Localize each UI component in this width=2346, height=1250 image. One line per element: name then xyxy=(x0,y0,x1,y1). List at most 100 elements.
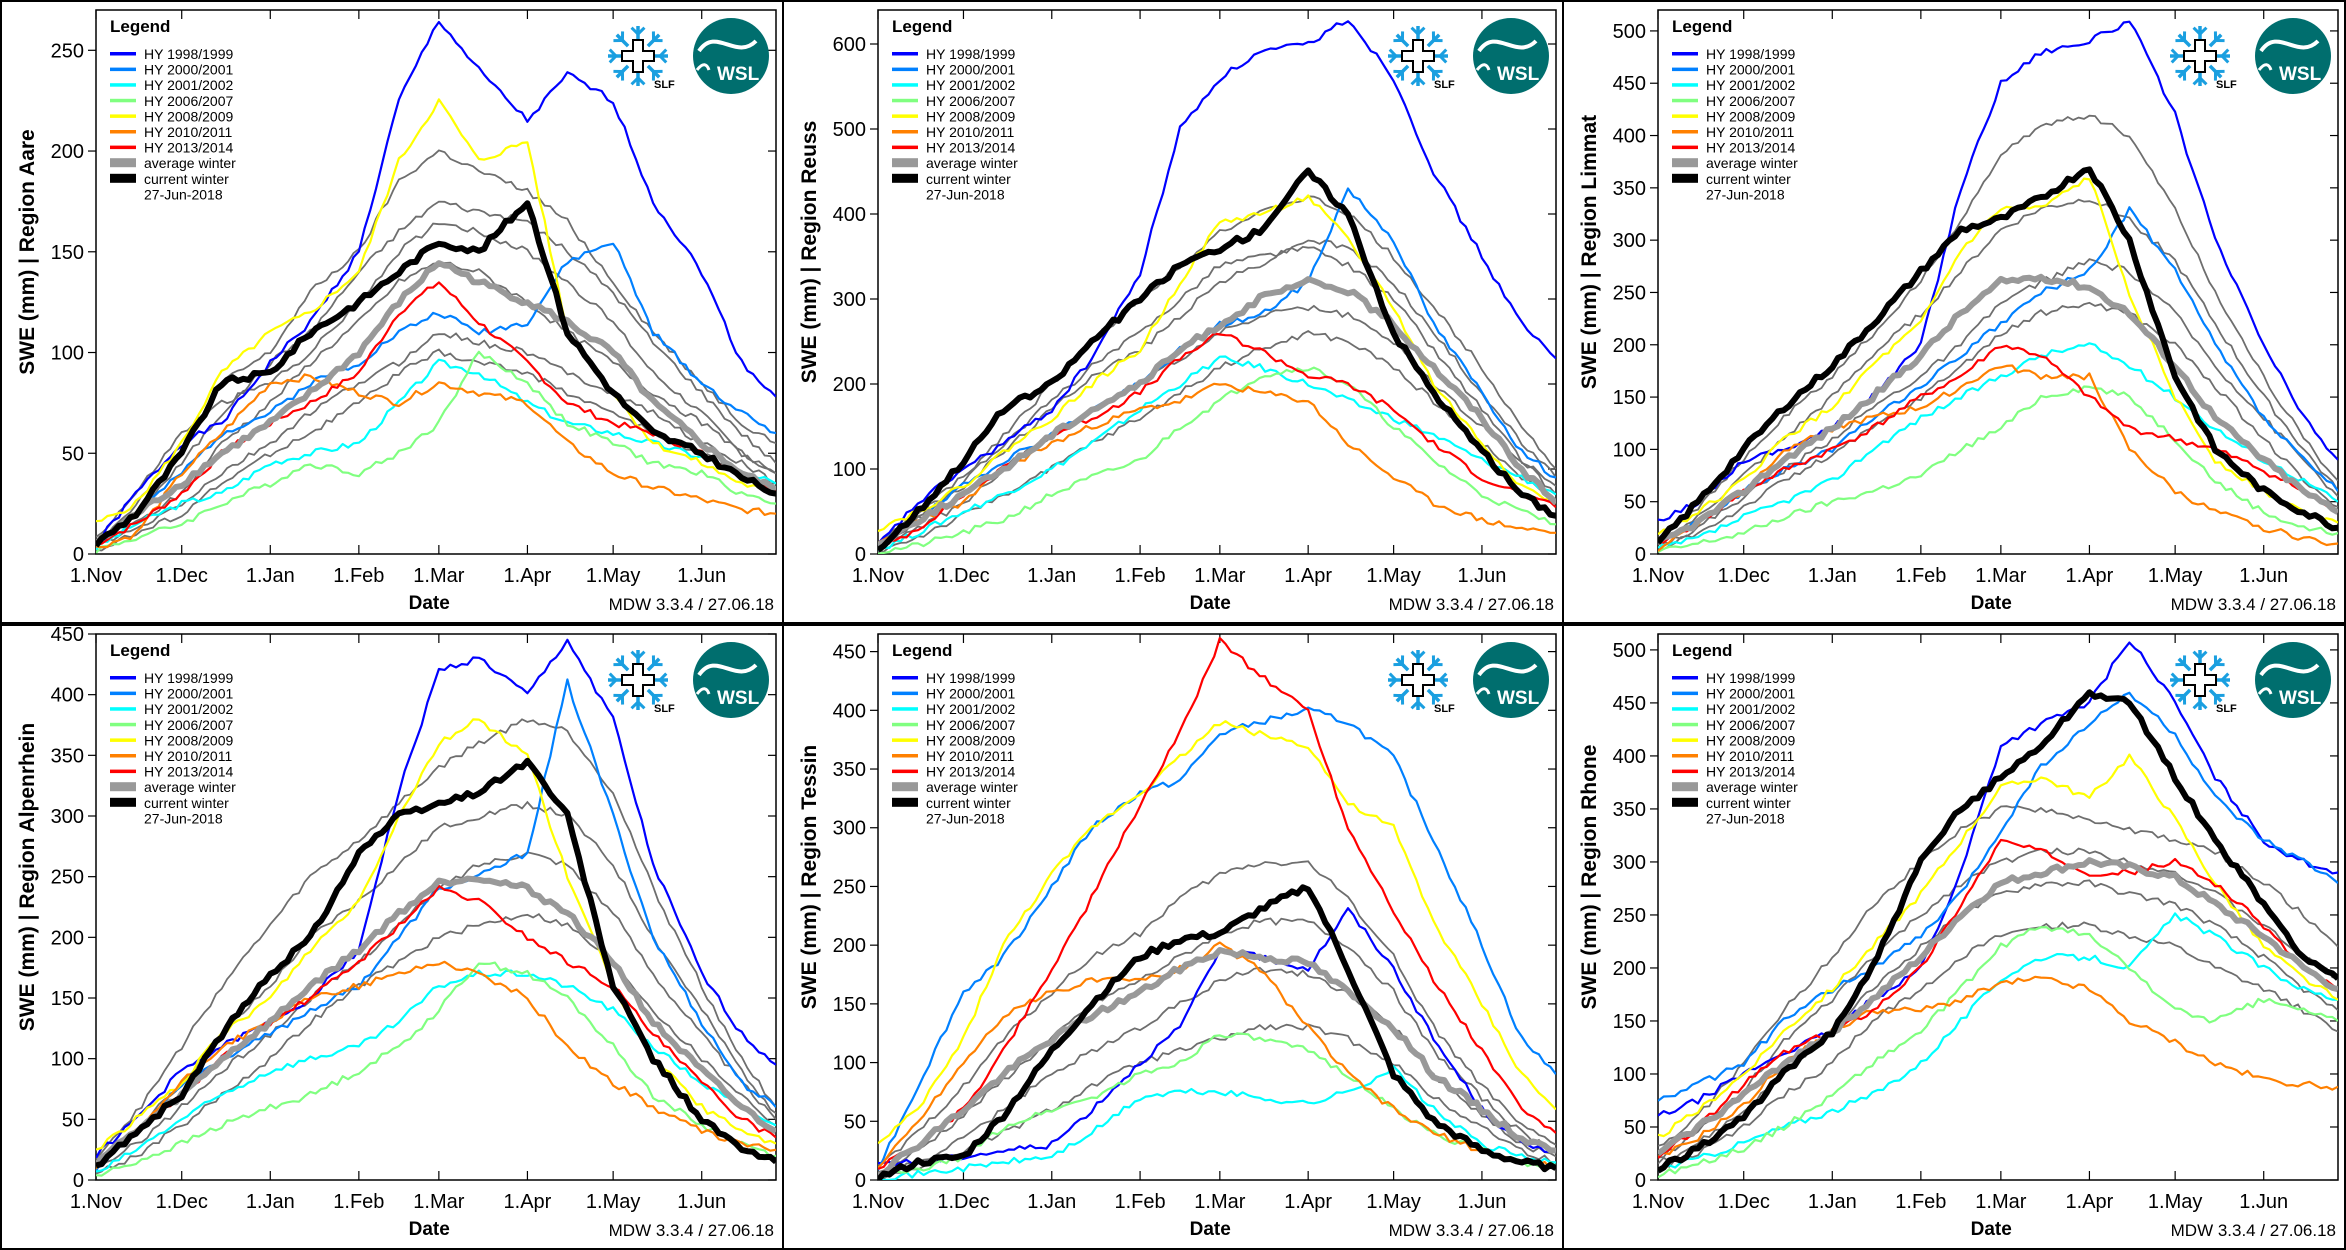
series-line-other-year xyxy=(1658,921,2338,1171)
legend-title: Legend xyxy=(1672,641,1732,660)
x-tick-label: 1.Feb xyxy=(1115,1191,1166,1213)
legend-swatch-hy-2006-2007 xyxy=(110,722,136,727)
legend-swatch-hy-2013-2014 xyxy=(110,769,136,774)
legend-swatch-hy-2000-2001 xyxy=(110,67,136,72)
x-tick-label: 1.Jan xyxy=(246,1191,295,1213)
y-tick-label: 200 xyxy=(833,935,866,957)
series-line-other-year xyxy=(96,222,776,538)
slf-logo-text: SLF xyxy=(2216,79,2237,91)
x-tick-label: 1.Jun xyxy=(1457,565,1506,587)
series-line-other-year xyxy=(96,261,776,542)
series-line-average-winter xyxy=(96,875,776,1167)
legend-swatch-hy-2010-2011 xyxy=(892,130,918,134)
chart-svg: 0 50 100 150 200 250 SWE (mm) | Region Aare 1.N… xyxy=(16,9,777,614)
plot-frame xyxy=(95,633,777,1181)
legend-date-note: 27-Jun-2018 xyxy=(144,186,223,202)
x-tick-label: 1.Nov xyxy=(852,1191,904,1213)
x-tick-label: 1.May xyxy=(2148,565,2202,587)
y-tick-label: 200 xyxy=(833,374,866,396)
legend-swatch-current-winter xyxy=(892,797,918,807)
y-tick-label: 400 xyxy=(51,685,84,707)
version-footer: MDW 3.3.4 / 27.06.18 xyxy=(1389,595,1554,614)
series-line-hy-2001-2002 xyxy=(96,969,776,1173)
y-tick-label: 300 xyxy=(1613,852,1646,874)
x-tick-label: 1.Apr xyxy=(1284,565,1332,587)
slf-snowflake-logo-icon: SLF xyxy=(1388,26,1455,91)
series-line-hy-2013-2014 xyxy=(1658,838,2338,1159)
slf-logo-text: SLF xyxy=(1434,703,1455,715)
series-line-current-winter xyxy=(96,757,776,1169)
y-tick-label: 450 xyxy=(833,642,866,664)
y-tick-label: 100 xyxy=(833,459,866,481)
y-tick-label: 500 xyxy=(1613,640,1646,662)
series-line-other-year xyxy=(1658,114,2338,542)
legend-label: current winter xyxy=(1706,171,1791,187)
chart-panel-reuss: 0 100 200 300 400 500 600 SWE (mm) | Region Reu… xyxy=(782,0,1564,624)
legend-label: current winter xyxy=(1706,795,1791,811)
x-tick-label: 1.Apr xyxy=(2066,1191,2114,1213)
series-line-hy-2010-2011 xyxy=(878,941,1556,1169)
wsl-logo-icon: WSL xyxy=(1473,18,1549,94)
legend-label: HY 2013/2014 xyxy=(144,140,233,156)
legend-label: current winter xyxy=(144,171,229,187)
legend-label: average winter xyxy=(1706,155,1798,171)
x-tick-label: 1.Feb xyxy=(333,565,384,587)
legend-label: HY 2010/2011 xyxy=(144,748,232,764)
chart-svg: 0 50 100 150 200 250 300 350 400 450 500 SWE (mm) |… xyxy=(1578,9,2339,614)
y-tick-label: 100 xyxy=(51,1049,84,1071)
legend-date-note: 27-Jun-2018 xyxy=(926,810,1005,826)
x-tick-label: 1.Jun xyxy=(2239,1191,2288,1213)
series-line-other-year xyxy=(878,860,1556,1167)
series-line-average-winter xyxy=(1658,857,2338,1157)
x-axis-label: Date xyxy=(409,593,450,614)
legend-swatch-current-winter xyxy=(1672,797,1698,807)
version-footer: MDW 3.3.4 / 27.06.18 xyxy=(1389,1221,1554,1240)
series-line-hy-2010-2011 xyxy=(1658,975,2338,1158)
legend-label: HY 2010/2011 xyxy=(1706,748,1794,764)
legend-swatch-hy-2001-2002 xyxy=(1672,707,1698,711)
plot-frame xyxy=(877,9,1557,555)
y-tick-label: 300 xyxy=(1613,230,1646,252)
x-axis-label: Date xyxy=(1971,593,2012,614)
legend-swatch-hy-2010-2011 xyxy=(1672,130,1698,134)
series-line-other-year xyxy=(96,851,776,1170)
legend-swatch-hy-2001-2002 xyxy=(110,707,136,711)
series-line-hy-1998-1999 xyxy=(1658,20,2338,522)
y-tick-label: 450 xyxy=(1613,693,1646,715)
x-tick-label: 1.Mar xyxy=(1975,565,2026,587)
series-line-hy-2006-2007 xyxy=(878,1032,1556,1178)
legend-label: HY 2010/2011 xyxy=(926,124,1014,140)
x-tick-label: 1.May xyxy=(586,565,640,587)
legend-title: Legend xyxy=(110,641,170,660)
y-tick-label: 500 xyxy=(833,119,866,141)
y-tick-label: 150 xyxy=(51,988,84,1010)
series-line-current-winter xyxy=(1658,689,2338,1174)
series-line-hy-1998-1999 xyxy=(96,20,776,545)
series-line-hy-2013-2014 xyxy=(1658,344,2338,544)
x-tick-label: 1.Jan xyxy=(246,565,295,587)
series-line-other-year xyxy=(96,149,776,546)
x-tick-label: 1.Feb xyxy=(1895,565,1946,587)
legend-swatch-hy-2000-2001 xyxy=(110,691,136,696)
legend-label: HY 2008/2009 xyxy=(1706,732,1795,748)
x-tick-label: 1.Dec xyxy=(156,565,208,587)
legend-label: HY 2000/2001 xyxy=(1706,62,1795,78)
wsl-logo-icon: WSL xyxy=(693,642,769,718)
legend-label: HY 2001/2002 xyxy=(144,701,233,717)
legend-swatch-hy-2001-2002 xyxy=(1672,83,1698,87)
y-axis-label: SWE (mm) | Region Reuss xyxy=(798,121,821,384)
legend-swatch-current-winter xyxy=(110,173,136,183)
legend-swatch-current-winter xyxy=(110,797,136,807)
x-tick-label: 1.May xyxy=(2148,1191,2202,1213)
slf-snowflake-logo-icon: SLF xyxy=(2170,26,2237,91)
series-line-hy-2008-2009 xyxy=(1658,753,2338,1138)
legend-label: current winter xyxy=(926,795,1011,811)
series-line-other-year xyxy=(878,195,1556,548)
legend-swatch-hy-2013-2014 xyxy=(892,145,918,150)
x-tick-label: 1.Apr xyxy=(504,1191,552,1213)
legend-label: current winter xyxy=(926,171,1011,187)
y-tick-label: 100 xyxy=(51,343,84,365)
